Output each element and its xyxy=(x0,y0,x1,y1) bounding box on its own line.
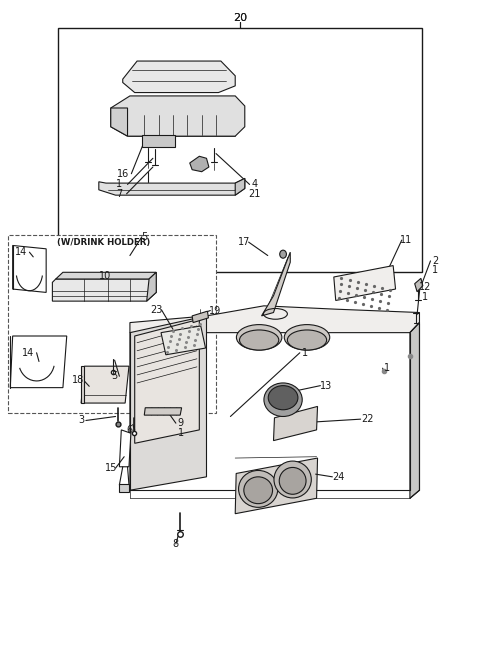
Text: 12: 12 xyxy=(419,282,431,292)
Text: 24: 24 xyxy=(333,472,345,482)
Polygon shape xyxy=(334,265,396,300)
Polygon shape xyxy=(190,157,209,172)
Polygon shape xyxy=(147,272,156,301)
Text: 20: 20 xyxy=(233,13,247,23)
Ellipse shape xyxy=(274,461,312,498)
Text: 4: 4 xyxy=(252,179,257,190)
Text: 1: 1 xyxy=(301,348,308,358)
Polygon shape xyxy=(235,178,245,195)
Text: 1: 1 xyxy=(432,265,438,276)
Text: 6: 6 xyxy=(127,425,133,435)
Ellipse shape xyxy=(268,386,298,410)
Text: 5: 5 xyxy=(141,232,147,242)
Polygon shape xyxy=(144,408,181,415)
Polygon shape xyxy=(161,326,205,355)
Ellipse shape xyxy=(280,250,287,258)
Ellipse shape xyxy=(279,468,306,495)
Text: 5: 5 xyxy=(111,371,118,381)
Text: 1: 1 xyxy=(384,363,390,373)
Polygon shape xyxy=(262,252,290,316)
Text: (W/DRINK HOLDER): (W/DRINK HOLDER) xyxy=(57,238,150,247)
Bar xyxy=(8,235,216,413)
Ellipse shape xyxy=(284,325,330,350)
Text: 1: 1 xyxy=(422,292,428,302)
Polygon shape xyxy=(10,336,67,388)
Polygon shape xyxy=(192,311,208,323)
Ellipse shape xyxy=(244,477,273,503)
Text: 17: 17 xyxy=(238,237,250,247)
Ellipse shape xyxy=(239,470,278,507)
Polygon shape xyxy=(81,366,129,403)
Polygon shape xyxy=(135,319,199,444)
Text: 14: 14 xyxy=(23,348,35,358)
Polygon shape xyxy=(120,430,131,467)
Polygon shape xyxy=(130,316,206,491)
Polygon shape xyxy=(56,272,156,279)
Polygon shape xyxy=(111,96,245,136)
Ellipse shape xyxy=(237,325,282,350)
Text: 20: 20 xyxy=(233,13,247,23)
Polygon shape xyxy=(123,61,235,93)
Polygon shape xyxy=(274,407,318,441)
Text: 10: 10 xyxy=(99,271,111,281)
Text: 3: 3 xyxy=(78,415,84,425)
Text: 2: 2 xyxy=(432,256,438,266)
Text: 11: 11 xyxy=(400,235,413,245)
Bar xyxy=(58,28,422,272)
Text: 19: 19 xyxy=(209,306,221,316)
Text: 13: 13 xyxy=(320,380,332,390)
Ellipse shape xyxy=(288,330,326,350)
Polygon shape xyxy=(52,272,156,301)
Polygon shape xyxy=(81,366,84,403)
Text: 1: 1 xyxy=(178,427,184,437)
Polygon shape xyxy=(142,135,175,147)
Text: 7: 7 xyxy=(116,189,122,199)
Ellipse shape xyxy=(264,383,302,417)
Text: 22: 22 xyxy=(361,414,373,424)
Polygon shape xyxy=(12,245,46,292)
Polygon shape xyxy=(99,178,245,195)
Text: 18: 18 xyxy=(72,374,84,384)
Text: 1: 1 xyxy=(116,179,122,190)
Text: 9: 9 xyxy=(178,418,184,428)
Text: 15: 15 xyxy=(105,463,117,473)
Polygon shape xyxy=(120,484,129,492)
Polygon shape xyxy=(130,306,420,333)
Polygon shape xyxy=(410,323,420,498)
Text: 8: 8 xyxy=(173,539,179,549)
Text: 21: 21 xyxy=(248,189,261,199)
Polygon shape xyxy=(415,278,423,292)
Text: 14: 14 xyxy=(15,247,27,257)
Text: 16: 16 xyxy=(117,169,129,179)
Text: 23: 23 xyxy=(151,305,163,315)
Polygon shape xyxy=(235,458,318,513)
Polygon shape xyxy=(111,108,128,136)
Ellipse shape xyxy=(240,330,279,350)
